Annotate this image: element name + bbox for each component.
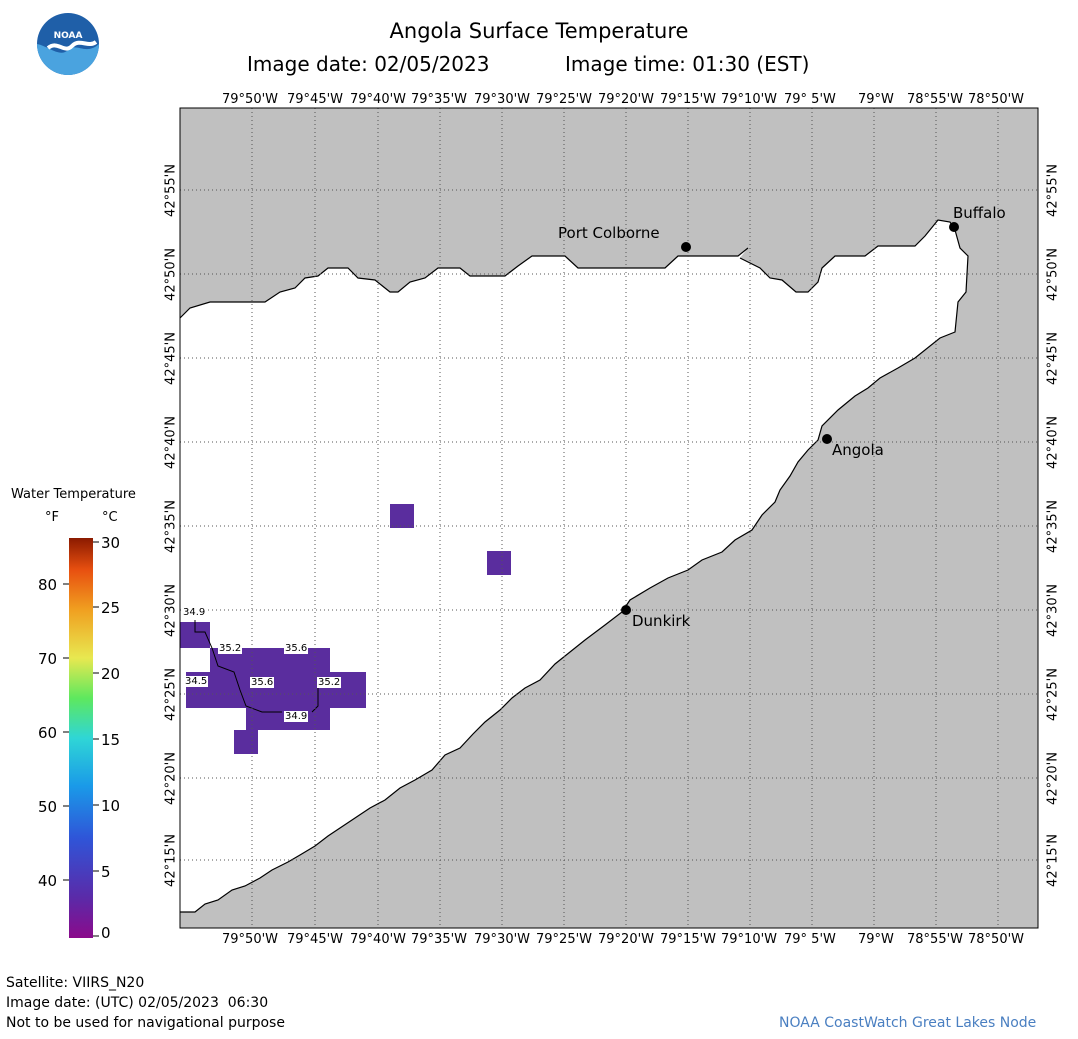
contour-label: 35.2	[218, 643, 243, 654]
lon-label: 79°15'W	[660, 932, 717, 947]
lon-label: 79°25'W	[536, 932, 593, 947]
noaa-logo-text: NOAA	[54, 31, 83, 41]
contour-label: 35.6	[284, 643, 309, 654]
legend-unit-c: °C	[102, 510, 118, 525]
lon-label: 79°W	[858, 932, 894, 947]
cold-water-pixels	[180, 504, 511, 754]
legend-f-tick: 80	[38, 576, 58, 594]
city-label-angola: Angola	[832, 441, 884, 459]
lat-label: 42°40'N	[1045, 416, 1061, 469]
city-marker-dunkirk	[621, 605, 631, 615]
image-time: Image time: 01:30 (EST)	[565, 52, 810, 76]
lon-label: 79°20'W	[598, 92, 655, 107]
contour-label: 34.5	[184, 676, 209, 687]
lat-label: 42°25'N	[1045, 668, 1061, 721]
lat-label: 42°15'N	[1045, 834, 1061, 887]
lon-label: 78°50'W	[968, 932, 1025, 947]
legend-title: Water Temperature	[11, 487, 136, 502]
lon-label: 79°35'W	[411, 92, 468, 107]
contour-label: 34.9	[284, 711, 309, 722]
city-marker-buffalo	[949, 222, 959, 232]
lat-label: 42°15'N	[163, 834, 179, 887]
lat-label: 42°45'N	[163, 332, 179, 385]
lon-label: 79°15'W	[660, 92, 717, 107]
city-label-port-colborne: Port Colborne	[558, 224, 660, 242]
legend-c-tick: 15	[101, 731, 121, 749]
lat-label: 42°50'N	[1045, 248, 1061, 301]
lat-label: 42°30'N	[1045, 584, 1061, 637]
lon-label: 79°30'W	[474, 932, 531, 947]
lat-label: 42°55'N	[1045, 164, 1061, 217]
legend-color-bar	[69, 538, 93, 938]
lat-label: 42°50'N	[163, 248, 179, 301]
lon-label: 79° 5'W	[784, 92, 836, 107]
lat-label: 42°40'N	[163, 416, 179, 469]
lat-label: 42°20'N	[163, 752, 179, 805]
image-date: Image date: 02/05/2023	[247, 52, 490, 76]
lon-label: 79°50'W	[222, 932, 279, 947]
lat-label: 42°30'N	[163, 584, 179, 637]
lon-label: 78°55'W	[907, 932, 964, 947]
lat-label: 42°55'N	[163, 164, 179, 217]
legend-c-tick: 5	[101, 863, 111, 881]
contour-lines	[194, 620, 319, 713]
lon-label: 79° 5'W	[784, 932, 836, 947]
lon-label: 79°30'W	[474, 92, 531, 107]
city-label-dunkirk: Dunkirk	[632, 612, 691, 630]
legend-f-tick: 40	[38, 872, 58, 890]
city-marker-angola	[822, 434, 832, 444]
lon-label: 79°45'W	[287, 92, 344, 107]
footer-utc-date: Image date: (UTC) 02/05/2023 06:30	[6, 995, 269, 1011]
lat-label: 42°45'N	[1045, 332, 1061, 385]
lon-label: 79°50'W	[222, 92, 279, 107]
city-marker-port-colborne	[681, 242, 691, 252]
lon-label: 79°20'W	[598, 932, 655, 947]
footer-credit: NOAA CoastWatch Great Lakes Node	[779, 1015, 1037, 1031]
legend-c-tick: 30	[101, 534, 121, 552]
legend-c-tick: 20	[101, 665, 121, 683]
lon-label: 79°40'W	[350, 932, 407, 947]
legend-f-tick: 50	[38, 798, 58, 816]
legend-unit-f: °F	[45, 510, 59, 525]
legend-c-tick: 25	[101, 599, 121, 617]
lon-label: 79°10'W	[721, 92, 778, 107]
lake-erie-water	[180, 220, 968, 912]
noaa-logo: NOAA	[36, 12, 100, 76]
lon-label: 79°W	[858, 92, 894, 107]
legend-ticks	[63, 541, 99, 937]
lon-label: 79°40'W	[350, 92, 407, 107]
lat-label: 42°20'N	[1045, 752, 1061, 805]
legend-c-tick: 10	[101, 797, 121, 815]
map-border	[179, 107, 1039, 929]
lon-label: 79°45'W	[287, 932, 344, 947]
lon-label: 78°55'W	[907, 92, 964, 107]
footer-disclaimer: Not to be used for navigational purpose	[6, 1015, 285, 1031]
lon-label: 78°50'W	[968, 92, 1025, 107]
lon-label: 79°10'W	[721, 932, 778, 947]
legend-c-tick: 0	[101, 924, 111, 942]
lon-label: 79°25'W	[536, 92, 593, 107]
shoreline	[179, 219, 969, 913]
lat-label: 42°35'N	[163, 500, 179, 553]
lat-label: 42°25'N	[163, 668, 179, 721]
map-grid	[180, 108, 1038, 928]
city-label-buffalo: Buffalo	[953, 204, 1006, 222]
footer-satellite: Satellite: VIIRS_N20	[6, 975, 145, 991]
contour-label: 35.2	[317, 677, 342, 688]
lon-label: 79°35'W	[411, 932, 468, 947]
page-title: Angola Surface Temperature	[389, 19, 689, 43]
legend-f-tick: 70	[38, 650, 58, 668]
lat-label: 42°35'N	[1045, 500, 1061, 553]
contour-label: 34.9	[182, 607, 207, 618]
contour-label: 35.6	[250, 677, 275, 688]
legend-f-tick: 60	[38, 724, 58, 742]
